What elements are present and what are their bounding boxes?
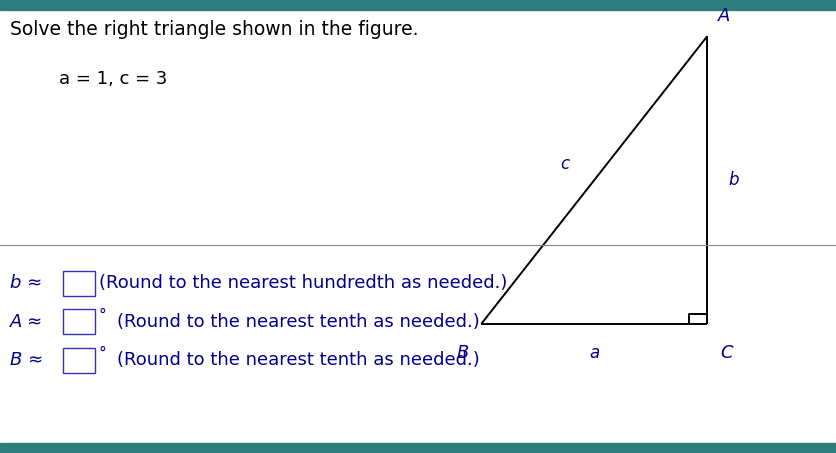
Text: (Round to the nearest tenth as needed.): (Round to the nearest tenth as needed.) xyxy=(117,313,479,331)
Text: B: B xyxy=(456,344,468,362)
Text: a = 1, c = 3: a = 1, c = 3 xyxy=(59,70,166,88)
Bar xyxy=(0,443,836,453)
Text: C: C xyxy=(719,344,732,362)
Text: A: A xyxy=(717,7,730,25)
Bar xyxy=(63,348,94,372)
Text: °: ° xyxy=(99,346,106,361)
Text: (Round to the nearest tenth as needed.): (Round to the nearest tenth as needed.) xyxy=(117,351,479,369)
Text: B ≈: B ≈ xyxy=(10,351,43,369)
Bar xyxy=(0,0,836,10)
Text: c: c xyxy=(559,155,568,173)
Text: °: ° xyxy=(99,307,106,323)
Bar xyxy=(63,309,94,334)
Text: b ≈: b ≈ xyxy=(10,274,43,292)
Text: A ≈: A ≈ xyxy=(10,313,43,331)
Text: Solve the right triangle shown in the figure.: Solve the right triangle shown in the fi… xyxy=(10,20,418,39)
Text: (Round to the nearest hundredth as needed.): (Round to the nearest hundredth as neede… xyxy=(99,274,507,292)
Text: a: a xyxy=(589,344,599,362)
Text: b: b xyxy=(727,171,738,189)
Bar xyxy=(63,271,94,296)
